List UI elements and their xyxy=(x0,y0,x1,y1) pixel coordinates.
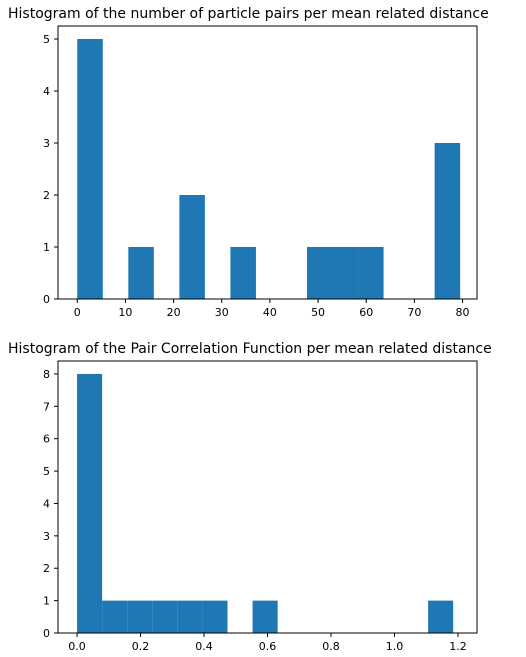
axes-frame-pair-correlation xyxy=(57,360,478,634)
bar-pair-correlation-5 xyxy=(202,600,228,633)
y-tick-label-particle-pairs-2: 2 xyxy=(43,189,50,202)
x-tick-label-pair-correlation-0: 0.0 xyxy=(68,640,86,653)
x-tick-label-particle-pairs-2: 20 xyxy=(167,306,181,319)
x-tick-label-particle-pairs-0: 0 xyxy=(74,306,81,319)
histogram-particle-pairs: Histogram of the number of particle pair… xyxy=(8,6,489,319)
bar-particle-pairs-14 xyxy=(434,143,461,299)
x-tick-label-pair-correlation-6: 1.2 xyxy=(449,640,467,653)
ticks-particle-pairs: 0 10 20 30 40 50 60 70 80 0 1 2 3 4 5 xyxy=(43,33,470,319)
axes-frame-particle-pairs xyxy=(57,25,478,300)
y-tick-label-particle-pairs-3: 3 xyxy=(43,137,50,150)
bar-particle-pairs-6 xyxy=(230,247,256,299)
y-tick-label-pair-correlation-6: 6 xyxy=(43,433,50,446)
y-tick-label-pair-correlation-4: 4 xyxy=(43,497,50,510)
histogram-pair-correlation: Histogram of the Pair Correlation Functi… xyxy=(8,341,492,653)
y-tick-label-particle-pairs-0: 0 xyxy=(43,293,50,306)
x-tick-label-particle-pairs-1: 10 xyxy=(118,306,132,319)
x-tick-label-pair-correlation-5: 1.0 xyxy=(386,640,404,653)
x-tick-label-pair-correlation-2: 0.4 xyxy=(195,640,213,653)
bar-pair-correlation-14 xyxy=(428,600,454,633)
y-tick-label-particle-pairs-1: 1 xyxy=(43,241,50,254)
x-tick-label-particle-pairs-6: 60 xyxy=(359,306,373,319)
x-tick-label-particle-pairs-3: 30 xyxy=(215,306,229,319)
bar-particle-pairs-0 xyxy=(77,39,103,299)
y-tick-label-particle-pairs-5: 5 xyxy=(43,33,50,46)
y-tick-label-pair-correlation-3: 3 xyxy=(43,530,50,543)
x-tick-label-pair-correlation-1: 0.2 xyxy=(132,640,150,653)
x-tick-label-particle-pairs-5: 50 xyxy=(311,306,325,319)
bar-pair-correlation-7 xyxy=(252,600,278,633)
chart-title-particle-pairs: Histogram of the number of particle pair… xyxy=(8,6,489,22)
bar-particle-pairs-2 xyxy=(128,247,154,299)
x-tick-label-pair-correlation-4: 0.8 xyxy=(322,640,340,653)
bar-particle-pairs-9 xyxy=(306,247,333,299)
y-tick-label-pair-correlation-0: 0 xyxy=(43,627,50,640)
y-tick-label-pair-correlation-2: 2 xyxy=(43,562,50,575)
bars-pair-correlation xyxy=(77,373,454,633)
x-tick-label-particle-pairs-7: 70 xyxy=(407,306,421,319)
bar-pair-correlation-2 xyxy=(127,600,153,633)
bar-pair-correlation-1 xyxy=(102,600,128,633)
bar-particle-pairs-10 xyxy=(332,247,359,299)
bar-particle-pairs-4 xyxy=(179,195,205,299)
y-tick-label-pair-correlation-1: 1 xyxy=(43,595,50,608)
y-tick-label-particle-pairs-4: 4 xyxy=(43,85,50,98)
bar-particle-pairs-11 xyxy=(358,247,384,299)
chart-title-pair-correlation: Histogram of the Pair Correlation Functi… xyxy=(8,341,492,357)
y-tick-label-pair-correlation-7: 7 xyxy=(43,400,50,413)
ticks-pair-correlation: 0.0 0.2 0.4 0.6 0.8 1.0 1.2 0 1 2 3 4 5 6 7 8 xyxy=(43,368,467,653)
y-tick-label-pair-correlation-8: 8 xyxy=(43,368,50,381)
bar-pair-correlation-3 xyxy=(152,600,178,633)
bars-particle-pairs xyxy=(77,39,461,299)
y-tick-label-pair-correlation-5: 5 xyxy=(43,465,50,478)
x-tick-label-particle-pairs-8: 80 xyxy=(456,306,470,319)
x-tick-label-pair-correlation-3: 0.6 xyxy=(259,640,277,653)
x-tick-label-particle-pairs-4: 40 xyxy=(263,306,277,319)
bar-pair-correlation-4 xyxy=(177,600,203,633)
bar-pair-correlation-0 xyxy=(77,373,103,633)
